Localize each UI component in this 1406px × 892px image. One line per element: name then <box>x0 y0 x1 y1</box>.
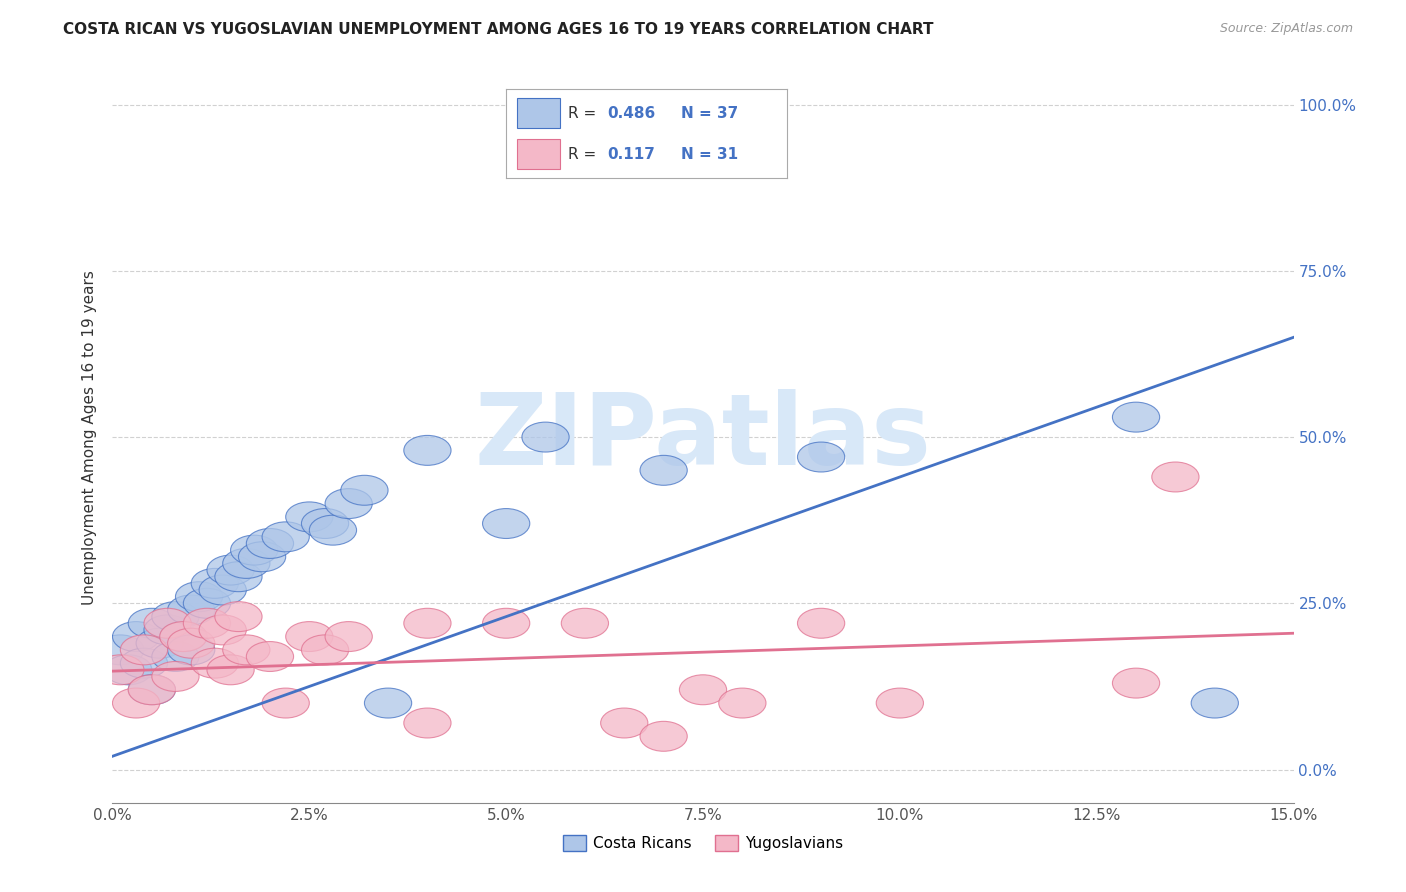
Ellipse shape <box>1191 688 1239 718</box>
Ellipse shape <box>152 662 200 691</box>
Ellipse shape <box>104 655 152 685</box>
Text: R =: R = <box>568 106 602 120</box>
Ellipse shape <box>167 635 215 665</box>
Ellipse shape <box>136 628 183 658</box>
Ellipse shape <box>128 674 176 705</box>
Ellipse shape <box>222 549 270 578</box>
Ellipse shape <box>301 635 349 665</box>
Ellipse shape <box>364 688 412 718</box>
Ellipse shape <box>207 655 254 685</box>
Ellipse shape <box>128 674 176 705</box>
Ellipse shape <box>325 622 373 651</box>
Ellipse shape <box>160 622 207 651</box>
Ellipse shape <box>404 608 451 639</box>
Ellipse shape <box>152 601 200 632</box>
Ellipse shape <box>160 622 207 651</box>
Ellipse shape <box>121 648 167 678</box>
Ellipse shape <box>176 582 222 612</box>
Text: 0.486: 0.486 <box>607 106 655 120</box>
Ellipse shape <box>97 655 143 685</box>
Ellipse shape <box>325 489 373 518</box>
Ellipse shape <box>112 622 160 651</box>
Ellipse shape <box>600 708 648 738</box>
Ellipse shape <box>482 608 530 639</box>
Ellipse shape <box>797 608 845 639</box>
Ellipse shape <box>340 475 388 505</box>
Ellipse shape <box>876 688 924 718</box>
Text: COSTA RICAN VS YUGOSLAVIAN UNEMPLOYMENT AMONG AGES 16 TO 19 YEARS CORRELATION CH: COSTA RICAN VS YUGOSLAVIAN UNEMPLOYMENT … <box>63 22 934 37</box>
Ellipse shape <box>262 522 309 552</box>
Text: R =: R = <box>568 147 606 161</box>
Ellipse shape <box>167 595 215 625</box>
Ellipse shape <box>309 516 357 545</box>
Ellipse shape <box>97 635 143 665</box>
Ellipse shape <box>200 575 246 605</box>
Text: N = 31: N = 31 <box>681 147 738 161</box>
Ellipse shape <box>1112 402 1160 432</box>
Text: N = 37: N = 37 <box>681 106 738 120</box>
Ellipse shape <box>718 688 766 718</box>
Ellipse shape <box>262 688 309 718</box>
Ellipse shape <box>112 688 160 718</box>
Ellipse shape <box>121 635 167 665</box>
Ellipse shape <box>215 601 262 632</box>
Ellipse shape <box>561 608 609 639</box>
FancyBboxPatch shape <box>517 98 560 128</box>
Ellipse shape <box>640 455 688 485</box>
Ellipse shape <box>246 641 294 672</box>
Ellipse shape <box>482 508 530 539</box>
Ellipse shape <box>404 708 451 738</box>
Y-axis label: Unemployment Among Ages 16 to 19 years: Unemployment Among Ages 16 to 19 years <box>82 269 97 605</box>
Ellipse shape <box>1152 462 1199 492</box>
Ellipse shape <box>246 528 294 558</box>
Ellipse shape <box>1112 668 1160 698</box>
Ellipse shape <box>285 622 333 651</box>
Ellipse shape <box>167 628 215 658</box>
Ellipse shape <box>191 568 239 599</box>
Ellipse shape <box>215 562 262 591</box>
Ellipse shape <box>128 608 176 639</box>
Ellipse shape <box>183 608 231 639</box>
Ellipse shape <box>207 555 254 585</box>
Legend: Costa Ricans, Yugoslavians: Costa Ricans, Yugoslavians <box>557 830 849 857</box>
FancyBboxPatch shape <box>517 139 560 169</box>
Ellipse shape <box>301 508 349 539</box>
Text: Source: ZipAtlas.com: Source: ZipAtlas.com <box>1219 22 1353 36</box>
Ellipse shape <box>152 641 200 672</box>
Ellipse shape <box>679 674 727 705</box>
Ellipse shape <box>239 541 285 572</box>
Ellipse shape <box>222 635 270 665</box>
Ellipse shape <box>231 535 278 566</box>
Text: ZIPatlas: ZIPatlas <box>475 389 931 485</box>
Ellipse shape <box>183 589 231 618</box>
Text: 0.117: 0.117 <box>607 147 655 161</box>
Ellipse shape <box>404 435 451 466</box>
Ellipse shape <box>285 502 333 532</box>
Ellipse shape <box>200 615 246 645</box>
Ellipse shape <box>797 442 845 472</box>
Ellipse shape <box>143 615 191 645</box>
Ellipse shape <box>522 422 569 452</box>
Ellipse shape <box>640 722 688 751</box>
Ellipse shape <box>191 648 239 678</box>
Ellipse shape <box>143 608 191 639</box>
